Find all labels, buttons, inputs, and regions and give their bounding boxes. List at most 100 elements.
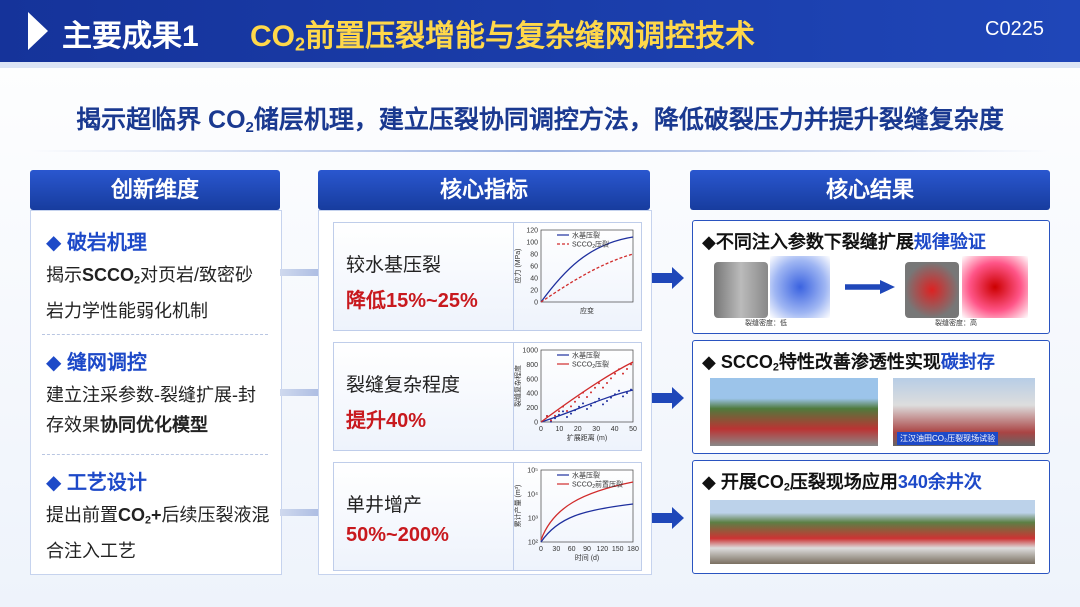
- scatter-dot: [606, 382, 608, 384]
- legend-run: 压裂: [595, 240, 609, 249]
- x-tick-label: 30: [592, 426, 600, 433]
- curve: [540, 389, 634, 423]
- photo-caption: 江汉油田CO₂压裂现场试验: [897, 432, 999, 445]
- scatter-dot: [626, 368, 628, 370]
- curve: [540, 481, 634, 541]
- y-tick-label: 10³: [528, 516, 539, 523]
- legend-run: SCCO: [572, 362, 593, 369]
- card: [333, 342, 515, 451]
- x-tick-label: 180: [627, 546, 639, 553]
- scatter-dot: [566, 416, 568, 418]
- x-tick-label: 50: [629, 426, 637, 433]
- y-tick-label: 10⁴: [527, 492, 538, 499]
- scatter-dot: [590, 404, 592, 407]
- separator: [42, 454, 268, 455]
- slide-code: C0225: [985, 18, 1044, 40]
- y-tick-label: 0: [534, 420, 538, 427]
- text-run: 协同优化模型: [100, 415, 208, 435]
- axis-frame: [540, 349, 634, 423]
- x-tick-label: 40: [611, 426, 619, 433]
- arrow-shape: [652, 387, 684, 409]
- indicator-label: 裂缝复杂程度: [346, 375, 461, 396]
- scatter-dot: [622, 372, 624, 375]
- x-axis-label: 应变: [580, 306, 594, 315]
- scatter-dot: [610, 396, 612, 399]
- text-run: 揭示: [46, 265, 82, 285]
- x-tick-label: 120: [596, 546, 608, 553]
- scatter-dot: [582, 402, 584, 405]
- card: [333, 462, 515, 571]
- scatter-dot: [546, 415, 548, 417]
- site-photo: [710, 378, 878, 446]
- y-tick-label: 60: [530, 264, 538, 271]
- legend-label: SCCO2压裂: [572, 240, 609, 251]
- text-run: SCCO: [82, 265, 135, 285]
- axis-frame: [540, 469, 634, 543]
- x-axis-label: 时间 (d): [575, 553, 600, 562]
- indicator-value: 提升40%: [346, 410, 427, 432]
- y-tick-label: 600: [526, 376, 538, 383]
- curve: [540, 503, 634, 543]
- card: [513, 462, 642, 571]
- axis-frame: [540, 229, 634, 303]
- legend-label: 水基压裂: [572, 471, 600, 480]
- legend-run: 2: [592, 244, 595, 250]
- scatter-dot: [610, 377, 612, 380]
- scatter-dot: [602, 403, 604, 406]
- scatter-dot: [586, 408, 588, 410]
- column-header: 核心指标: [318, 170, 650, 210]
- column-header: 创新维度: [30, 170, 280, 210]
- text-run: 2: [245, 118, 254, 136]
- scatter-dot: [622, 395, 624, 398]
- fracture-image: [770, 256, 830, 318]
- scatter-dot: [574, 400, 576, 403]
- scatter-dot: [562, 405, 564, 408]
- scatter-dot: [578, 405, 580, 408]
- text-run: 2: [783, 481, 790, 494]
- curve: [540, 253, 634, 303]
- text-run: CO: [250, 20, 295, 53]
- result-heading: ◆不同注入参数下裂缝扩展规律验证: [702, 228, 986, 254]
- image-caption: 裂缝密度：低: [745, 320, 787, 327]
- subtitle: 揭示超临界 CO2储层机理，建立压裂协同调控方法，降低破裂压力并提升裂缝复杂度: [0, 100, 1080, 136]
- x-tick-label: 10: [556, 426, 564, 433]
- text-run: 2: [145, 514, 152, 527]
- y-tick-label: 10⁵: [527, 468, 538, 475]
- legend-run: 水基压裂: [572, 351, 600, 360]
- y-tick-label: 200: [526, 405, 538, 412]
- text-run: 揭示超临界 CO: [76, 106, 246, 134]
- image-caption: 裂缝密度：高: [935, 320, 977, 327]
- arrow: [652, 387, 684, 409]
- scatter-dot: [550, 419, 552, 422]
- mini-chart: 0 200 400 600 800 1000 0 10 20 30 40 50 扩展距离 (m) 裂缝复杂…: [513, 348, 637, 443]
- y-axis-label: 应力 (MPa): [513, 249, 522, 284]
- indicator-label: 较水基压裂: [346, 255, 442, 276]
- scatter-dot: [570, 412, 572, 415]
- text-run: 2: [134, 274, 141, 287]
- header-title: 主要成果1: [62, 20, 199, 53]
- connector: [280, 269, 318, 276]
- legend-run: SCCO: [572, 242, 593, 249]
- text-run: ◆不同注入参数下裂缝扩展: [702, 232, 914, 252]
- indicator-label: 单井增产: [346, 495, 423, 516]
- y-tick-label: 10²: [528, 540, 539, 547]
- text-run: 2: [772, 361, 779, 374]
- y-tick-label: 40: [530, 276, 538, 283]
- scatter-dot: [618, 368, 620, 371]
- x-axis-label: 扩展距离 (m): [567, 433, 607, 442]
- item-body: 建立注采参数-裂缝扩展-封存效果协同优化模型: [46, 380, 271, 440]
- y-tick-label: 0: [534, 300, 538, 307]
- scatter-dot: [554, 417, 556, 420]
- legend-run: 水基压裂: [572, 471, 600, 480]
- item-heading: ◆ 破岩机理: [46, 232, 147, 254]
- y-tick-label: 1000: [522, 348, 538, 355]
- connector: [280, 509, 318, 516]
- curve: [540, 236, 634, 303]
- text-run: 碳封存: [940, 352, 995, 372]
- x-tick-label: 0: [539, 546, 543, 553]
- scatter-dot: [594, 386, 596, 389]
- panel: [30, 210, 282, 575]
- scatter-dot: [578, 396, 580, 399]
- y-tick-label: 20: [530, 288, 538, 295]
